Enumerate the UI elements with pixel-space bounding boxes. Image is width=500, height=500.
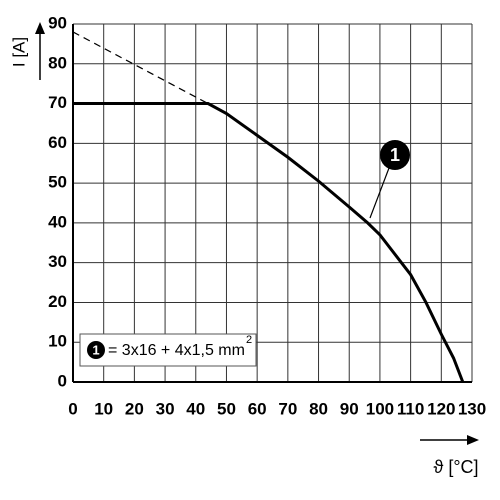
extrapolation-line [72,31,209,105]
y-tick-label: 50 [48,173,67,192]
y-tick-label: 0 [58,371,67,390]
callout-badge [380,140,410,170]
x-tick-label: 60 [248,399,267,418]
x-tick-label: 80 [309,399,328,418]
y-tick-label: 20 [48,292,67,311]
callout-line [369,167,390,219]
x-tick-label: 110 [397,399,424,418]
legend-text: = 3x16 + 4x1,5 mm [108,342,245,359]
x-tick-label: 10 [94,399,113,418]
x-axis-arrowhead [467,435,479,445]
y-tick-label: 90 [48,13,67,32]
x-tick-label: 70 [278,399,297,418]
y-axis-label: I [A] [9,37,28,67]
y-axis-arrowhead [35,22,45,34]
legend-badge-label: 1 [92,342,99,357]
y-tick-label: 70 [48,93,67,112]
legend-badge [87,341,105,359]
legend-superscript: 2 [246,334,252,346]
x-tick-label: 0 [68,399,77,418]
x-tick-label: 20 [125,399,144,418]
y-tick-label: 40 [48,212,67,231]
y-tick-label: 10 [48,332,67,351]
x-tick-label: 90 [340,399,359,418]
y-tick-label: 80 [48,53,67,72]
legend: 1 = 3x16 + 4x1,5 mm2 [79,333,257,367]
x-tick-label: 130 [458,399,486,418]
x-axis-label: ϑ [°C] [433,457,478,477]
callout-label: 1 [390,145,400,165]
legend-box [79,333,257,367]
x-tick-label: 100 [366,399,394,418]
x-tick-label: 30 [156,399,175,418]
y-tick-label: 60 [48,133,67,152]
x-tick-label: 120 [427,399,455,418]
x-tick-label: 50 [217,399,236,418]
y-tick-label: 30 [48,252,67,271]
derating-curve [73,102,465,383]
x-tick-label: 40 [186,399,205,418]
